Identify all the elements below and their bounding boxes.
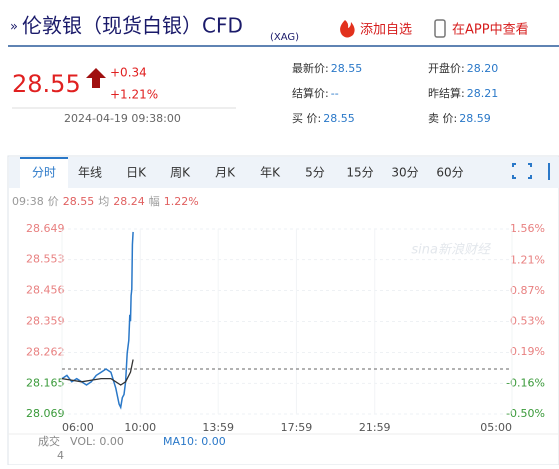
stat-value: 28.55 (323, 112, 355, 125)
y2-tick-label: -0.50% (506, 407, 545, 420)
x-tick-label: 13:59 (202, 421, 234, 434)
vol: VOL: 0.00 (70, 435, 124, 448)
y-tick-label: 28.069 (26, 407, 65, 420)
y2-tick-label: 0.87% (510, 284, 545, 297)
y-tick-label: 28.359 (26, 315, 65, 328)
tab[interactable]: 月K (215, 166, 236, 180)
tab-bar (9, 157, 559, 188)
stat: 卖 价: 28.59 (428, 112, 491, 125)
y-tick-label: 28.649 (26, 222, 65, 235)
stat-label: 最新价: (292, 61, 329, 75)
y-tick-label: 28.456 (26, 284, 65, 297)
info: 09:38 价 28.55 均 28.24 幅 1.22% (12, 195, 199, 208)
stat: 开盘价: 28.20 (428, 61, 498, 75)
change-pct: +1.21% (110, 88, 158, 102)
info-avg-label: 均 (98, 195, 109, 208)
flame-icon (340, 20, 355, 38)
stat-label: 开盘价: (428, 61, 465, 75)
stat-value: -- (331, 87, 339, 100)
volume-label: 成交 (38, 434, 60, 448)
stat-value: 28.55 (331, 62, 363, 75)
stat: 昨结算: 28.21 (428, 86, 498, 100)
active-tab-bg (20, 157, 68, 188)
stat-label: 结算价: (292, 86, 329, 100)
info-range-label: 幅 (149, 195, 160, 208)
ma10: MA10: 0.00 (163, 435, 226, 448)
code: (XAG) (270, 32, 299, 43)
stat-label: 买 价: (292, 112, 321, 125)
y2-tick-label: 1.56% (510, 222, 545, 235)
info-range: 1.22% (164, 195, 199, 208)
stat: 最新价: 28.55 (292, 61, 362, 75)
tabs: 分时 年线 日K 周K 月K 年K 5分 15分 30分 60分 (32, 166, 464, 180)
tab[interactable]: 15分 (346, 166, 373, 180)
info-avg: 28.24 (113, 195, 145, 208)
y-tick-label: 28.262 (26, 345, 65, 358)
stat: 结算价: -- (292, 86, 339, 100)
stat-value: 28.20 (467, 62, 499, 75)
tab[interactable]: 日K (126, 166, 147, 180)
x-tick-label: 06:00 (62, 421, 94, 434)
up-arrow (86, 68, 106, 88)
series-line (61, 359, 134, 386)
y2-tick-label: 0.19% (510, 345, 545, 358)
quote-time: 2024-04-19 09:38:00 (64, 112, 181, 125)
info-line: 09:38 价 28.55 均 28.24 幅 1.22% (12, 195, 199, 208)
stat-label: 卖 价: (428, 112, 457, 125)
tab[interactable]: 60分 (436, 166, 463, 180)
phone-icon (434, 19, 446, 38)
x-tick-label: 17:59 (281, 421, 313, 434)
tab[interactable]: 年K (260, 166, 281, 180)
info-price: 28.55 (63, 195, 95, 208)
tab[interactable]: 年线 (78, 166, 102, 180)
tab[interactable]: 30分 (391, 166, 418, 180)
y-tick-label: 28.553 (26, 253, 65, 266)
info-time: 09:38 (12, 195, 44, 208)
y2-tick-label: 1.21% (510, 253, 545, 266)
volume-unit: 4 (57, 449, 64, 462)
x-tick-label: 10:00 (124, 421, 156, 434)
bullet: » (10, 20, 18, 35)
x-tick-label: 21:59 (359, 421, 391, 434)
info-price-label: 价 (48, 195, 59, 208)
fullscreen-icon[interactable] (512, 163, 532, 179)
x-tick-label: 05:00 (480, 421, 512, 434)
y2-tick-label: -0.16% (506, 376, 545, 389)
tab[interactable]: 5分 (305, 166, 325, 180)
watermark: sina新浪财经 (411, 242, 492, 258)
y-tick-label: 28.165 (26, 376, 65, 389)
plot: 28.649 28.553 28.456 28.359 28.262 28.165 28.0… (26, 222, 545, 434)
y2-tick-label: 0.53% (510, 315, 545, 328)
open-app[interactable]: 在APP中查看 (452, 22, 529, 38)
add-watch[interactable]: 添加自选 (360, 23, 412, 38)
title: 伦敦银（现货白银）CFD (22, 14, 243, 38)
tab[interactable]: 分时 (32, 166, 56, 180)
change: +0.34 (110, 66, 147, 80)
stat-label: 昨结算: (428, 86, 465, 100)
stat: 买 价: 28.55 (292, 112, 355, 125)
stat-value: 28.59 (459, 112, 491, 125)
price: 28.55 (12, 70, 81, 98)
tab[interactable]: 周K (170, 166, 191, 180)
stat-value: 28.21 (467, 87, 499, 100)
chart-panel (7, 155, 559, 466)
